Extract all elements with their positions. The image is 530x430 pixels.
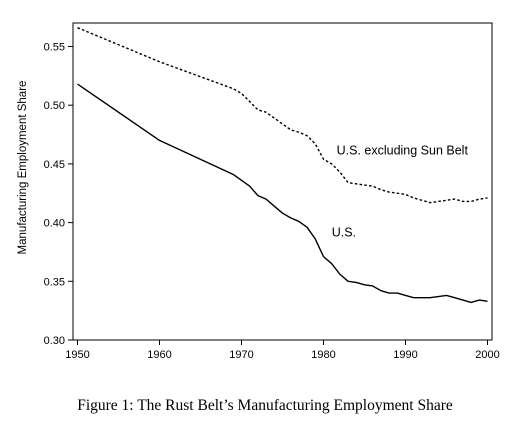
- label-us: U.S.: [332, 226, 356, 240]
- plot-area-border: [72, 22, 493, 341]
- figure-caption: Figure 1: The Rust Belt’s Manufacturing …: [77, 397, 453, 414]
- line-chart: 0.30 0.35 0.40 0.45 0.50 0.55 1950 1960 1970 1980…: [17, 22, 500, 361]
- y-axis-title: Manufacturing Employment Share: [17, 81, 29, 255]
- label-us-excluding-sun-belt: U.S. excluding Sun Belt: [337, 143, 469, 157]
- x-tick-label: 1950: [65, 349, 89, 361]
- y-tick-label: 0.50: [44, 100, 65, 112]
- y-tick-label: 0.40: [44, 218, 65, 230]
- x-tick-label: 1960: [147, 349, 171, 361]
- y-tick-label: 0.45: [44, 159, 65, 171]
- series-line-us: [77, 83, 488, 304]
- x-tick-label: 1980: [311, 349, 335, 361]
- x-tick-label: 1970: [229, 349, 253, 361]
- series-line-us-excluding-sun-belt: [77, 27, 488, 204]
- x-tick-label: 2000: [475, 349, 499, 361]
- y-tick-label: 0.55: [44, 41, 65, 53]
- y-tick-label: 0.30: [44, 335, 65, 347]
- y-tick-label: 0.35: [44, 276, 65, 288]
- x-tick-label: 1990: [393, 349, 417, 361]
